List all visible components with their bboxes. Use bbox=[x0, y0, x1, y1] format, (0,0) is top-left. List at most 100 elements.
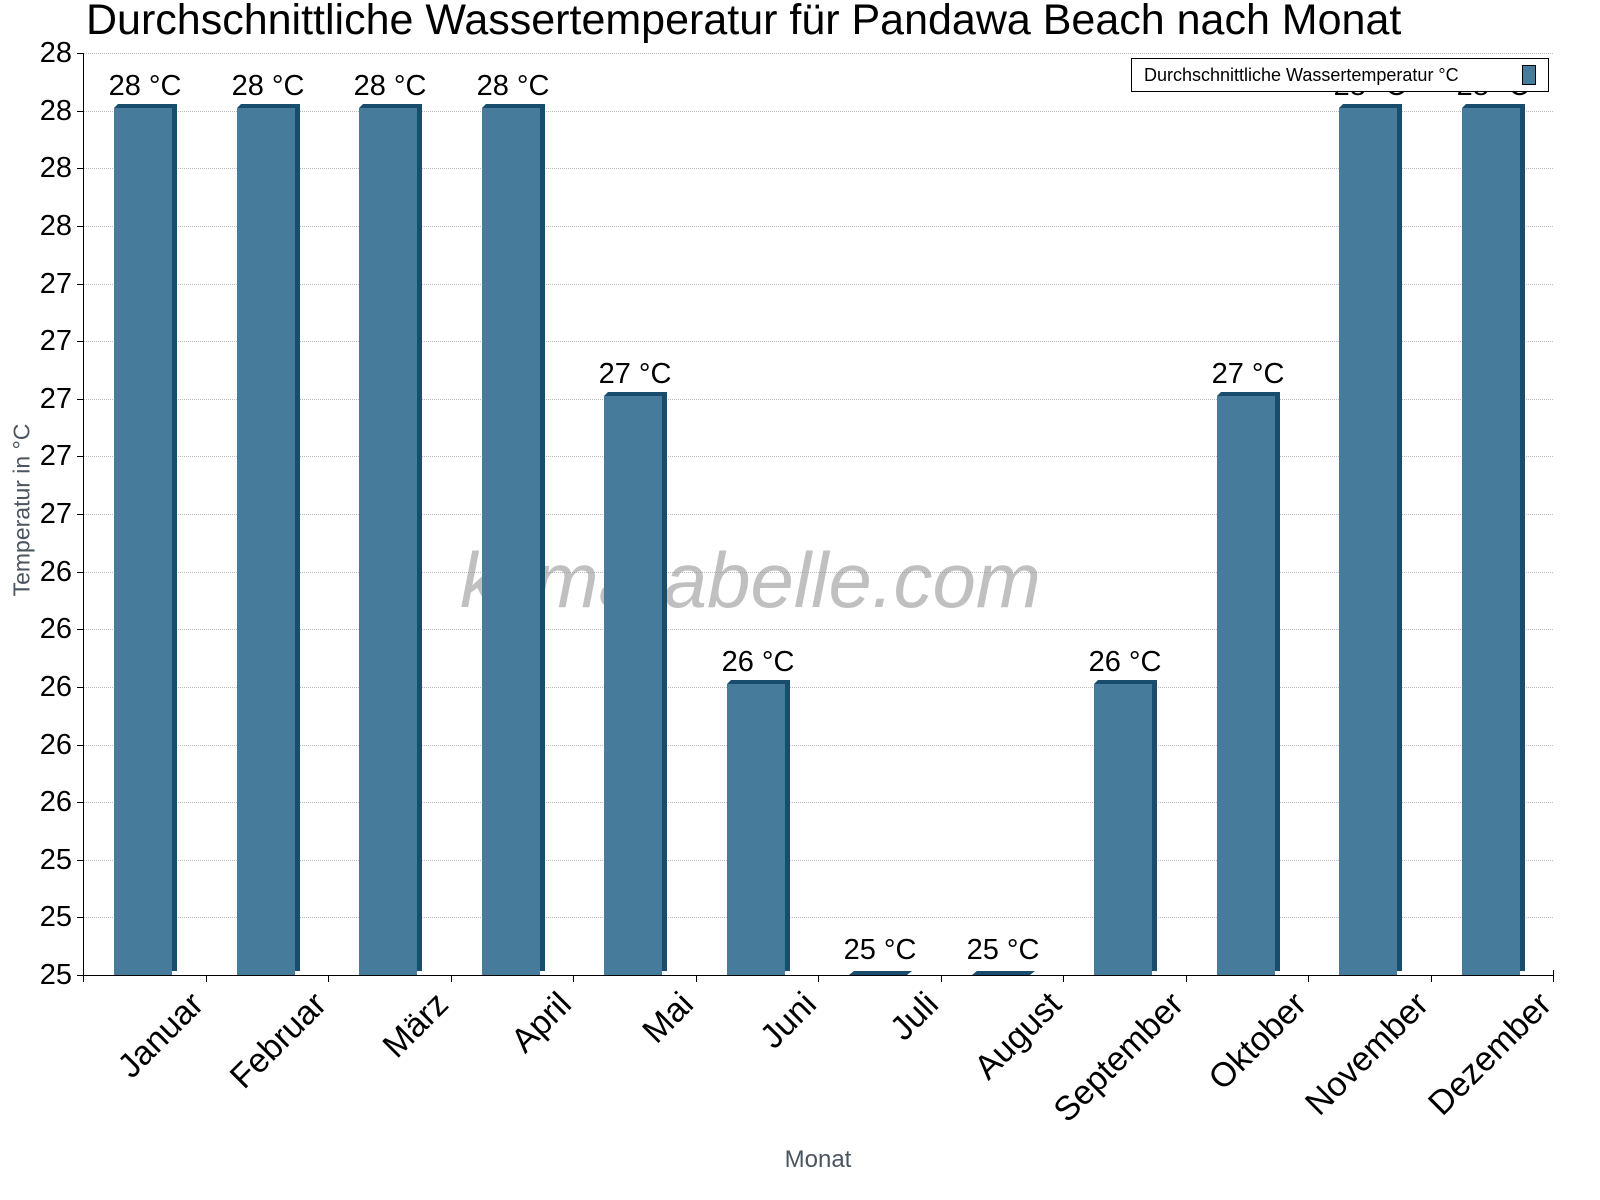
value-label: 28 °C bbox=[231, 70, 305, 102]
x-tick-label: Dezember bbox=[1421, 985, 1559, 1123]
x-tick-label: März bbox=[375, 985, 456, 1066]
y-axis-line bbox=[83, 53, 84, 976]
bar-top-face bbox=[849, 971, 912, 975]
bar-side-face bbox=[1275, 392, 1280, 971]
gridline bbox=[84, 284, 1553, 285]
x-tick-label: September bbox=[1046, 985, 1191, 1130]
x-tick-label: Mai bbox=[635, 985, 701, 1051]
y-tick bbox=[77, 456, 83, 457]
bar-september bbox=[1094, 684, 1152, 975]
value-label: 28 °C bbox=[476, 70, 550, 102]
gridline bbox=[84, 399, 1553, 400]
y-tick bbox=[77, 745, 83, 746]
gridline bbox=[84, 341, 1553, 342]
gridline bbox=[84, 572, 1553, 573]
x-tick-label: Januar bbox=[110, 985, 211, 1086]
y-tick bbox=[77, 514, 83, 515]
y-tick bbox=[77, 399, 83, 400]
y-tick bbox=[77, 917, 83, 918]
gridline bbox=[84, 745, 1553, 746]
x-tick bbox=[818, 975, 819, 982]
value-label: 26 °C bbox=[1088, 646, 1162, 678]
value-label: 26 °C bbox=[721, 646, 795, 678]
watermark: klimatabelle.com bbox=[460, 536, 1041, 624]
y-tick-label: 26 bbox=[39, 671, 72, 703]
y-tick bbox=[77, 860, 83, 861]
y-tick bbox=[77, 341, 83, 342]
y-tick bbox=[77, 168, 83, 169]
bar-top-face bbox=[1094, 680, 1152, 684]
bar-dezember bbox=[1462, 108, 1520, 975]
y-tick-label: 25 bbox=[39, 959, 72, 991]
y-tick bbox=[77, 111, 83, 112]
x-tick-label: Juli bbox=[882, 985, 946, 1048]
bar-side-face bbox=[1520, 104, 1525, 971]
value-label: 28 °C bbox=[108, 70, 182, 102]
y-tick-label: 25 bbox=[39, 901, 72, 933]
bar-top-face bbox=[1462, 104, 1520, 108]
x-tick bbox=[696, 975, 697, 982]
x-tick-label: Februar bbox=[222, 985, 334, 1097]
bar-märz bbox=[359, 108, 417, 975]
legend-label: Durchschnittliche Wassertemperatur °C bbox=[1144, 65, 1459, 85]
y-tick bbox=[77, 802, 83, 803]
bar-top-face bbox=[237, 104, 295, 108]
gridline bbox=[84, 456, 1553, 457]
x-tick-label: November bbox=[1298, 985, 1436, 1123]
y-tick bbox=[77, 572, 83, 573]
y-tick-label: 28 bbox=[39, 95, 72, 127]
gridline bbox=[84, 687, 1553, 688]
legend: Durchschnittliche Wassertemperatur °C bbox=[1131, 58, 1549, 92]
x-tick bbox=[573, 975, 574, 982]
y-tick-label: 28 bbox=[39, 210, 72, 242]
bar-top-face bbox=[727, 680, 785, 684]
y-tick-label: 27 bbox=[39, 325, 72, 357]
y-tick bbox=[77, 284, 83, 285]
bar-side-face bbox=[295, 104, 300, 971]
bar-side-face bbox=[417, 104, 422, 971]
gridline bbox=[84, 168, 1553, 169]
value-label: 27 °C bbox=[1211, 358, 1285, 390]
x-tick bbox=[941, 975, 942, 982]
y-tick-label: 27 bbox=[39, 498, 72, 530]
y-tick bbox=[77, 687, 83, 688]
bar-oktober bbox=[1217, 396, 1275, 975]
value-label: 25 °C bbox=[843, 934, 917, 966]
gridline bbox=[84, 629, 1553, 630]
x-tick bbox=[451, 975, 452, 982]
x-tick-label: Juni bbox=[752, 985, 824, 1056]
y-tick-label: 25 bbox=[39, 844, 72, 876]
value-label: 27 °C bbox=[598, 358, 672, 390]
bar-top-face bbox=[604, 392, 662, 396]
gridline bbox=[84, 917, 1553, 918]
gridline bbox=[84, 514, 1553, 515]
gridline bbox=[84, 226, 1553, 227]
x-tick-label: Oktober bbox=[1201, 985, 1314, 1098]
bar-top-face bbox=[972, 971, 1035, 975]
bar-februar bbox=[237, 108, 295, 975]
x-tick bbox=[1186, 975, 1187, 982]
bar-top-face bbox=[114, 104, 172, 108]
y-tick bbox=[77, 53, 83, 54]
bar-mai bbox=[604, 396, 662, 975]
y-tick-label: 26 bbox=[39, 786, 72, 818]
y-tick-label: 26 bbox=[39, 613, 72, 645]
bar-side-face bbox=[172, 104, 177, 971]
y-tick-label: 27 bbox=[39, 268, 72, 300]
y-tick bbox=[77, 226, 83, 227]
bar-top-face bbox=[1339, 104, 1397, 108]
gridline bbox=[84, 53, 1553, 54]
y-tick-label: 28 bbox=[39, 37, 72, 69]
x-axis-end-tick bbox=[1553, 970, 1554, 982]
y-tick-label: 27 bbox=[39, 383, 72, 415]
value-label: 25 °C bbox=[966, 934, 1040, 966]
bar-side-face bbox=[1397, 104, 1402, 971]
x-tick bbox=[1308, 975, 1309, 982]
bar-april bbox=[482, 108, 540, 975]
x-axis-title: Monat bbox=[784, 1146, 852, 1173]
legend-swatch-icon bbox=[1522, 65, 1536, 85]
x-tick bbox=[1431, 975, 1432, 982]
bar-januar bbox=[114, 108, 172, 975]
chart-title: Durchschnittliche Wassertemperatur für P… bbox=[86, 0, 1402, 44]
bar-side-face bbox=[1152, 680, 1157, 971]
